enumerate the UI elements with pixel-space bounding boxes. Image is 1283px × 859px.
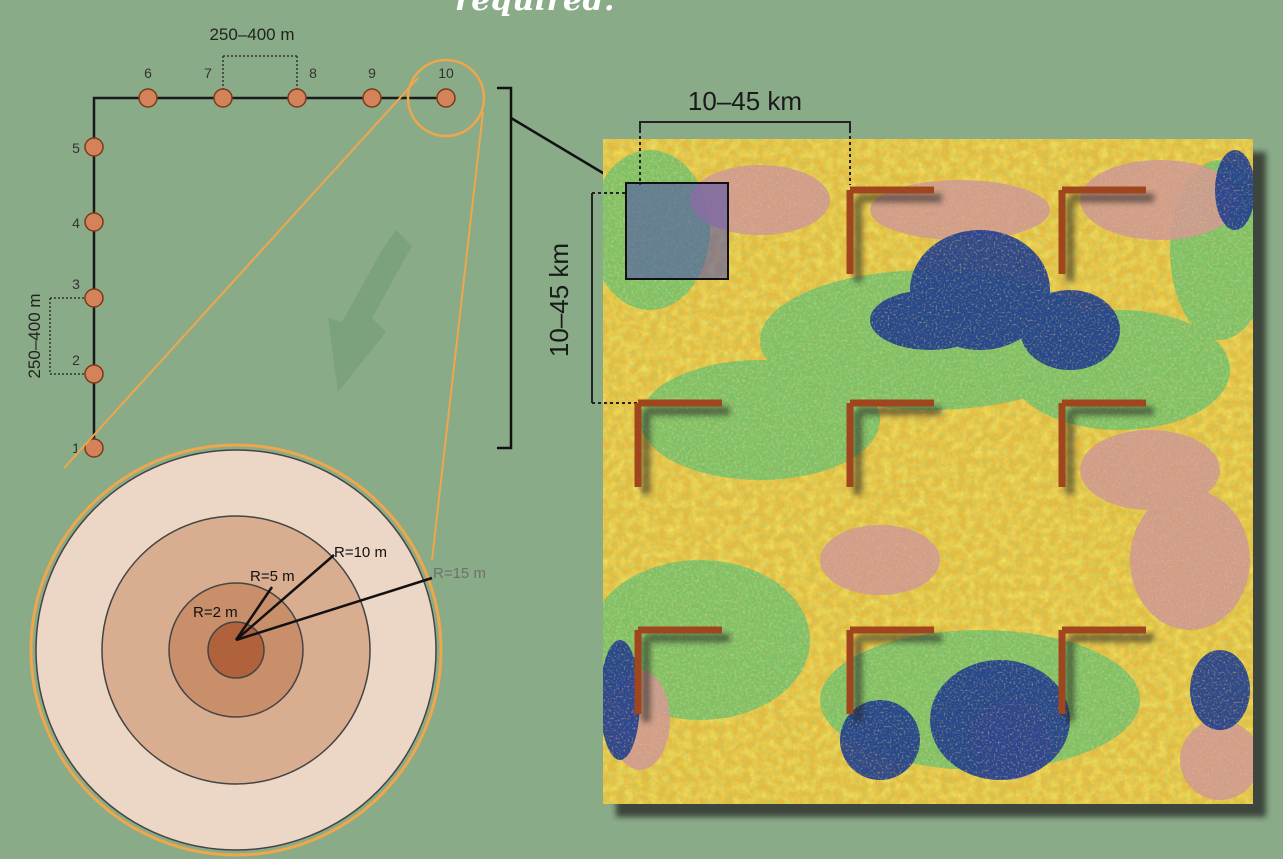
plot-numbers: 1 2 3 4 5 6 7 8 9 10: [72, 65, 454, 456]
plot-number-4: 4: [72, 215, 80, 231]
cluster-marker-6: [634, 626, 730, 722]
ring-r2: [207, 621, 265, 679]
plot-marker-10: [436, 88, 456, 108]
height-label: 10–45 km: [544, 243, 574, 357]
zoom-circle: [406, 58, 486, 138]
zoom-connector: [63, 77, 484, 561]
cluster-marker-3: [634, 399, 730, 495]
plot-number-6: 6: [144, 65, 152, 81]
plot-marker-1: [84, 438, 104, 458]
cluster-marker-1: [846, 186, 942, 282]
cluster-marker-2: [1058, 186, 1154, 282]
cluster-marker-8: [1058, 626, 1154, 722]
plot-markers: [84, 88, 456, 458]
spacing-label-top: 250–400 m: [209, 25, 294, 44]
cluster-marker-5: [1058, 399, 1154, 495]
plot-marker-7: [213, 88, 233, 108]
plot-number-8: 8: [309, 65, 317, 81]
radius-labels: R=2 m R=5 m R=10 m R=15 m: [193, 544, 486, 621]
spacing-bracket-top: [222, 55, 298, 93]
plot-marker-5: [84, 137, 104, 157]
down-left-arrow-icon: [328, 230, 412, 392]
spacing-bracket-left: [49, 297, 89, 375]
plot-marker-3: [84, 288, 104, 308]
plot-detail: R=2 m R=5 m R=10 m R=15 m: [29, 443, 486, 857]
radius-label-r10: R=10 m: [334, 544, 387, 561]
cluster-marker-7: [846, 626, 942, 722]
radius-label-r2: R=2 m: [193, 604, 238, 621]
cluster-marker-4: [846, 399, 942, 495]
radius-label-r5: R=5 m: [250, 568, 295, 585]
plot-detail-outline: [29, 443, 443, 857]
radius-label-r15: R=15 m: [433, 565, 486, 582]
radius-lines: [234, 554, 433, 642]
width-label: 10–45 km: [688, 86, 802, 116]
plot-marker-8: [287, 88, 307, 108]
plot-number-9: 9: [368, 65, 376, 81]
plot-marker-2: [84, 364, 104, 384]
spacing-label-left: 250–400 m: [25, 293, 44, 378]
plot-number-7: 7: [204, 65, 212, 81]
height-dimension: [591, 192, 640, 404]
plot-marker-9: [362, 88, 382, 108]
plot-number-5: 5: [72, 140, 80, 156]
cluster-markers: [634, 186, 1154, 722]
plot-number-3: 3: [72, 276, 80, 292]
plot-number-1: 1: [72, 440, 80, 456]
cluster-highlight: [625, 182, 729, 280]
transect-layout: 250–400 m 250–400 m: [25, 25, 456, 458]
transect-path: [92, 96, 448, 448]
plot-marker-6: [138, 88, 158, 108]
width-dimension: [639, 121, 851, 185]
plot-number-10: 10: [438, 65, 454, 81]
plot-marker-4: [84, 212, 104, 232]
landscape-map: 10–45 km 10–45 km: [544, 86, 1266, 817]
plot-number-2: 2: [72, 352, 80, 368]
